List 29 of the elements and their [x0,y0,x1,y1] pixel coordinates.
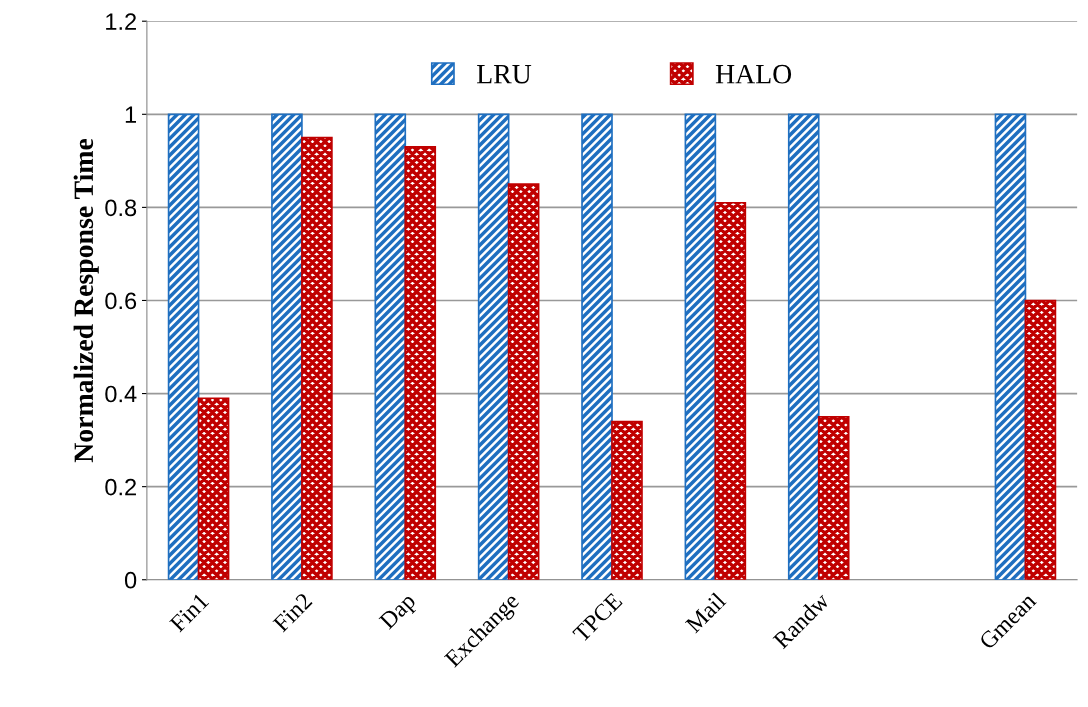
x-tick-label: Fin2 [272,592,313,633]
y-tick-label: 0.4 [105,385,137,403]
y-tick-label: 0.8 [105,199,137,217]
bar [684,113,717,580]
bar [197,397,230,580]
bar [374,113,407,580]
legend-label: HALO [715,64,792,84]
bar [477,113,510,580]
legend-label: LRU [477,65,532,84]
bar [787,113,820,580]
bar [301,136,333,580]
y-tick-label: 0.6 [105,292,137,310]
bar [581,113,613,580]
bar [611,420,643,580]
x-tick-label: Fin1 [168,592,210,633]
bar [817,416,850,580]
bar [714,201,747,580]
bar [404,146,437,580]
bar [507,183,540,580]
y-tick-label: 1.2 [106,13,136,30]
bar [167,113,200,580]
bar [271,113,303,580]
y-tick-label: 0.2 [105,478,136,496]
y-tick-label: 1 [125,106,137,123]
y-axis-title: Normalized Response Time [73,138,99,463]
bar [1024,299,1057,580]
bar [994,113,1027,580]
y-tick-label: 0 [124,571,137,589]
x-tick-label: Dap [378,592,420,634]
